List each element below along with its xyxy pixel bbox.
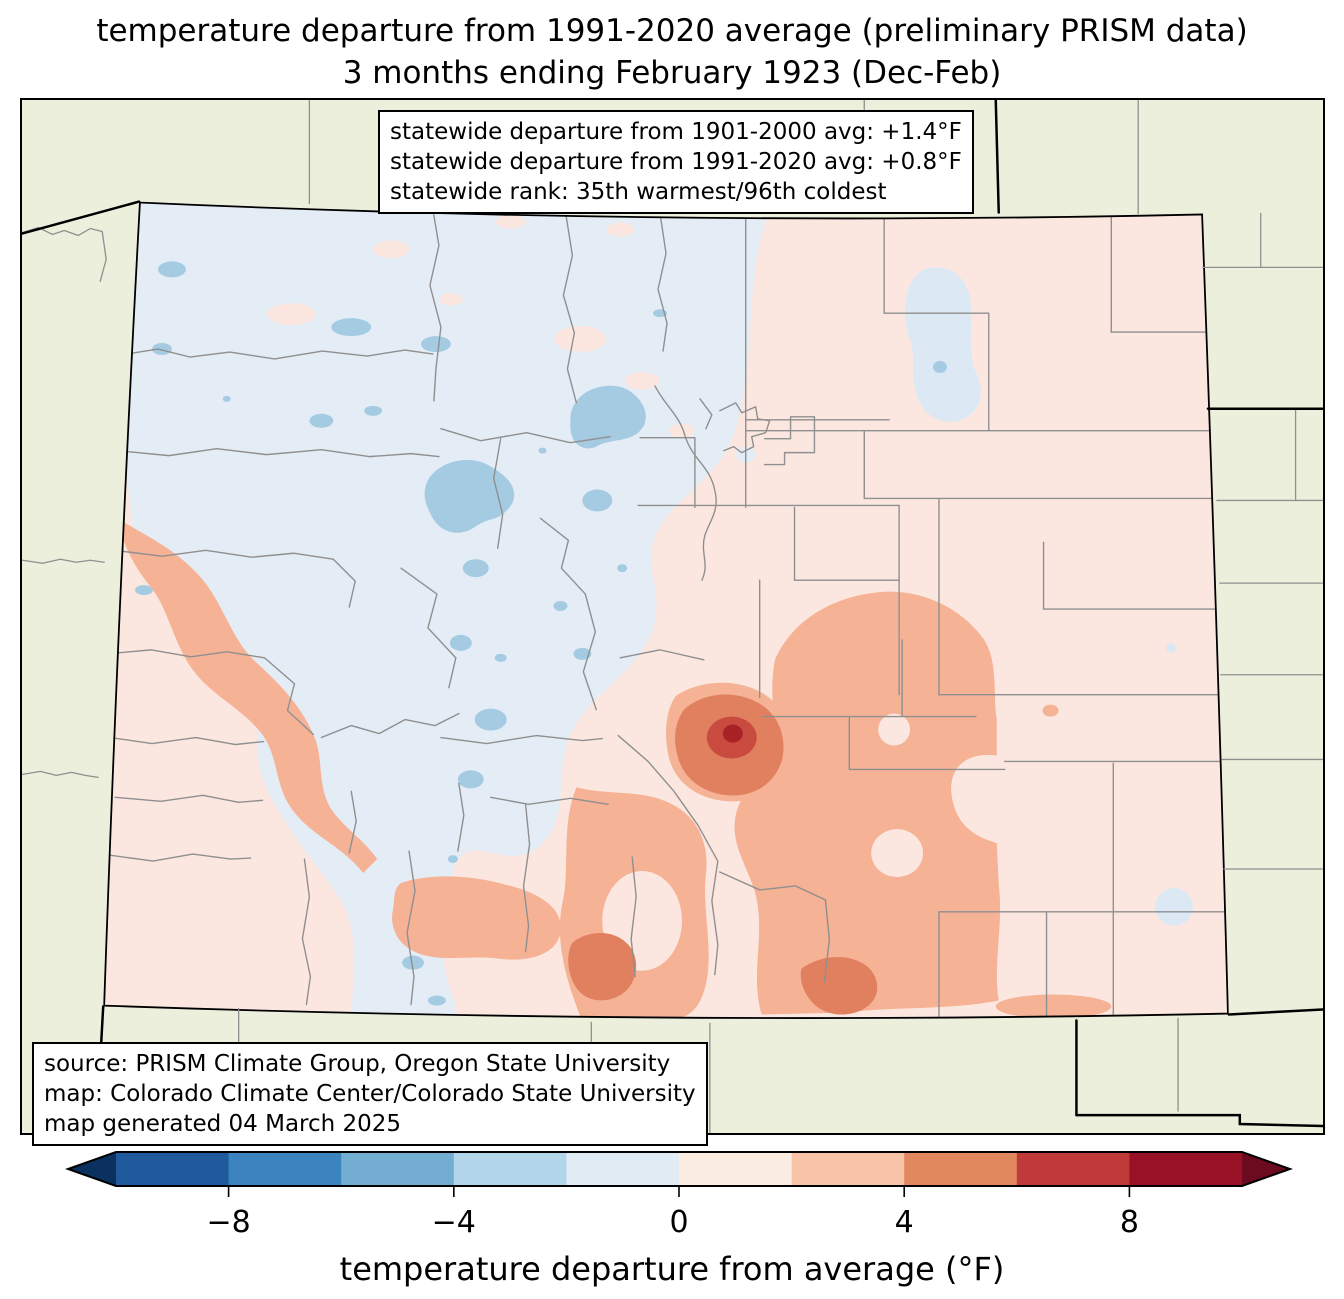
figure-title-line1: temperature departure from 1991-2020 ave… — [96, 13, 1248, 49]
colorbar-right-arrow — [1242, 1152, 1290, 1186]
colorbar-tick-label: −8 — [206, 1205, 250, 1240]
figure-title: temperature departure from 1991-2020 ave… — [0, 10, 1344, 94]
colorbar-ticks: −8 −4 0 4 8 — [206, 1186, 1139, 1240]
colorbar-cell — [679, 1152, 793, 1186]
source-line: source: PRISM Climate Group, Oregon Stat… — [44, 1051, 671, 1077]
generated-line: map generated 04 March 2025 — [44, 1111, 402, 1137]
colorbar-cell — [1129, 1152, 1243, 1186]
figure-title-line2: 3 months ending February 1923 (Dec-Feb) — [342, 55, 1002, 91]
colorbar-cell — [566, 1152, 680, 1186]
stats-line-1901-2000: statewide departure from 1901-2000 avg: … — [390, 119, 962, 145]
pale-cool-blobs — [904, 267, 1193, 926]
colorbar-cell — [1016, 1152, 1131, 1186]
source-box: source: PRISM Climate Group, Oregon Stat… — [32, 1042, 708, 1146]
map-credit-line: map: Colorado Climate Center/Colorado St… — [44, 1081, 696, 1107]
stats-line-rank: statewide rank: 35th warmest/96th coldes… — [390, 179, 887, 205]
statewide-stats-box: statewide departure from 1901-2000 avg: … — [378, 110, 974, 214]
colorbar-outline — [65, 1151, 1293, 1187]
colorbar-tick-label: 0 — [669, 1205, 688, 1240]
colorbar: −8 −4 0 4 8 temperature departure from avera… — [0, 1140, 1344, 1299]
colorbar-cell — [341, 1152, 455, 1186]
colorbar-cell — [904, 1152, 1018, 1186]
colorbar-tick-label: 4 — [895, 1205, 914, 1240]
colorbar-tick-label: −4 — [432, 1205, 476, 1240]
warm-anomaly-patches — [118, 518, 1112, 1019]
colorbar-cell — [453, 1152, 568, 1186]
colorbar-cell — [791, 1152, 905, 1186]
mild-warm-speckles — [267, 214, 739, 786]
stats-line-1991-2020: statewide departure from 1991-2020 avg: … — [390, 149, 962, 175]
map-frame: statewide departure from 1901-2000 avg: … — [20, 98, 1325, 1146]
colorbar-tick-label: 8 — [1120, 1205, 1139, 1240]
cool-dot-northeast — [932, 360, 947, 373]
colorbar-axis-label: temperature departure from average (°F) — [340, 1250, 1005, 1288]
hot-spot — [706, 716, 757, 759]
colorado-anomaly-map — [22, 100, 1323, 1133]
county-lines-colorado — [106, 208, 1226, 1018]
colorbar-left-arrow — [68, 1152, 116, 1186]
colorbar-cells — [116, 1152, 1243, 1186]
colorbar-cell — [228, 1152, 342, 1186]
cool-anomaly-patches — [135, 261, 668, 1006]
colorbar-cell — [116, 1152, 230, 1186]
